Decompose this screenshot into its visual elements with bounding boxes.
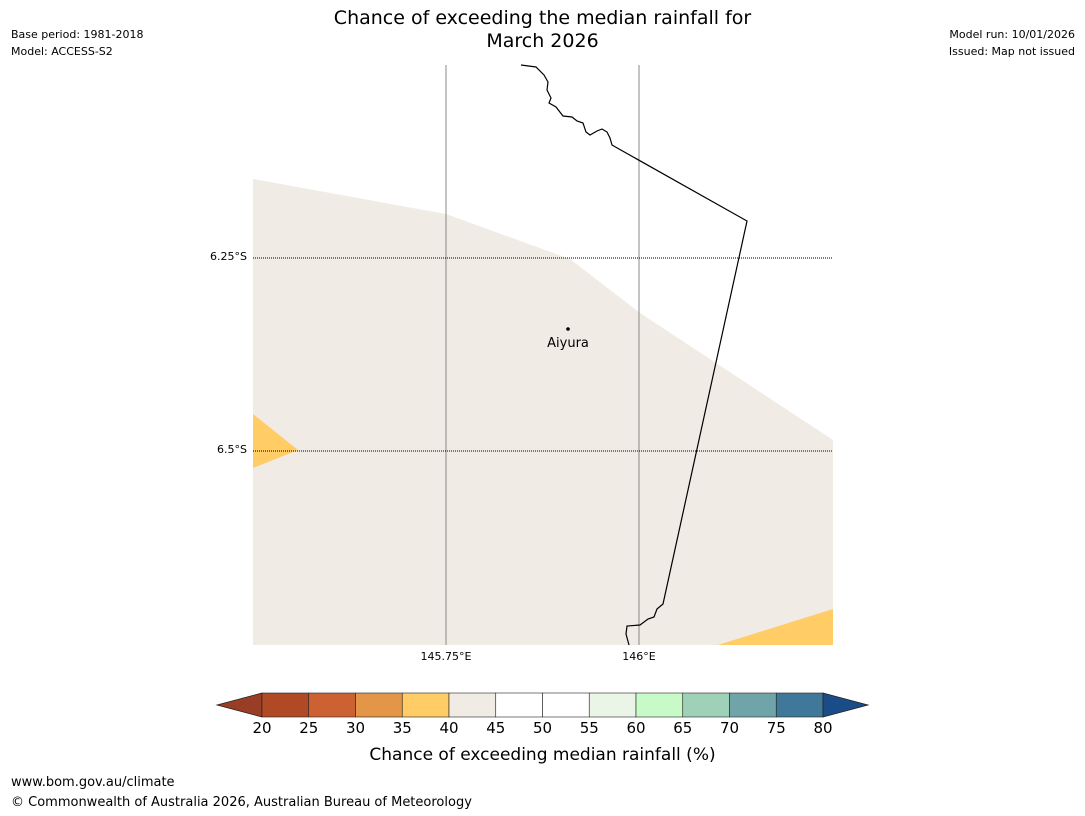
- colorbar-tick-label: 35: [392, 719, 412, 737]
- map-title-line-1: Chance of exceeding the median rainfall …: [333, 7, 752, 29]
- region-40-45-percent: [253, 179, 833, 645]
- colorbar-tick-label: 75: [766, 719, 786, 737]
- issued-text: Issued: Map not issued: [948, 45, 1075, 58]
- colorbar-under-arrow: [215, 692, 263, 718]
- issue-info: Model run: 10/01/2026 Issued: Map not is…: [949, 26, 1075, 60]
- town-label: Aiyura: [547, 336, 589, 351]
- colorbar-tick-label: 40: [439, 719, 459, 737]
- colorbar-title: Chance of exceeding median rainfall (%): [369, 745, 716, 765]
- model-info: Base period: 1981-2018 Model: ACCESS-S2: [11, 26, 143, 60]
- colorbar-segment: [401, 692, 450, 718]
- colorbar-tick-label: 45: [486, 719, 506, 737]
- base-period-text: Base period: 1981-2018: [11, 28, 144, 41]
- map-title-line-2: March 2026: [486, 30, 599, 52]
- model-run-text: Model run: 10/01/2026: [949, 28, 1075, 41]
- colorbar-segment: [495, 692, 543, 718]
- colorbar-tick-label: 50: [532, 719, 553, 737]
- colorbar-segment: [542, 692, 590, 718]
- colorbar-segment: [588, 692, 637, 718]
- colorbar-tick-label: 60: [626, 719, 646, 737]
- latitude-label-6-5: 6.5°S: [217, 443, 247, 456]
- colorbar-segment: [635, 692, 684, 718]
- town-marker: [566, 327, 570, 331]
- colorbar-tick-label: 70: [719, 719, 740, 737]
- website-link[interactable]: www.bom.gov.au/climate: [11, 775, 175, 790]
- colorbar-tick-label: 20: [252, 719, 272, 737]
- colorbar-over-arrow: [822, 692, 870, 718]
- model-name-text: Model: ACCESS-S2: [11, 45, 113, 58]
- latitude-label-6-25: 6.25°S: [210, 250, 247, 263]
- colorbar-segment: [261, 692, 310, 718]
- longitude-label-145-75: 145.75°E: [420, 650, 472, 663]
- colorbar-tick-label: 65: [673, 719, 693, 737]
- region-35-40-percent-west: [253, 414, 298, 468]
- colorbar-segment: [682, 692, 730, 718]
- copyright-text: © Commonwealth of Australia 2026, Austra…: [11, 795, 472, 810]
- colorbar-tick-label: 80: [813, 719, 833, 737]
- colorbar-segment: [355, 692, 403, 718]
- region-35-40-percent-southeast: [718, 609, 833, 645]
- colorbar-tick-label: 25: [299, 719, 319, 737]
- map-title: Chance of exceeding the median rainfall …: [0, 7, 1085, 53]
- colorbar-segment: [775, 692, 824, 718]
- colorbar-tick-label: 30: [345, 719, 366, 737]
- colorbar-segment: [729, 692, 777, 718]
- coastline-border: [520, 64, 748, 646]
- colorbar-segment: [448, 692, 497, 718]
- colorbar-tick-label: 55: [579, 719, 599, 737]
- colorbar-segment: [308, 692, 356, 718]
- longitude-label-146: 146°E: [622, 650, 656, 663]
- colorbar: [215, 692, 870, 718]
